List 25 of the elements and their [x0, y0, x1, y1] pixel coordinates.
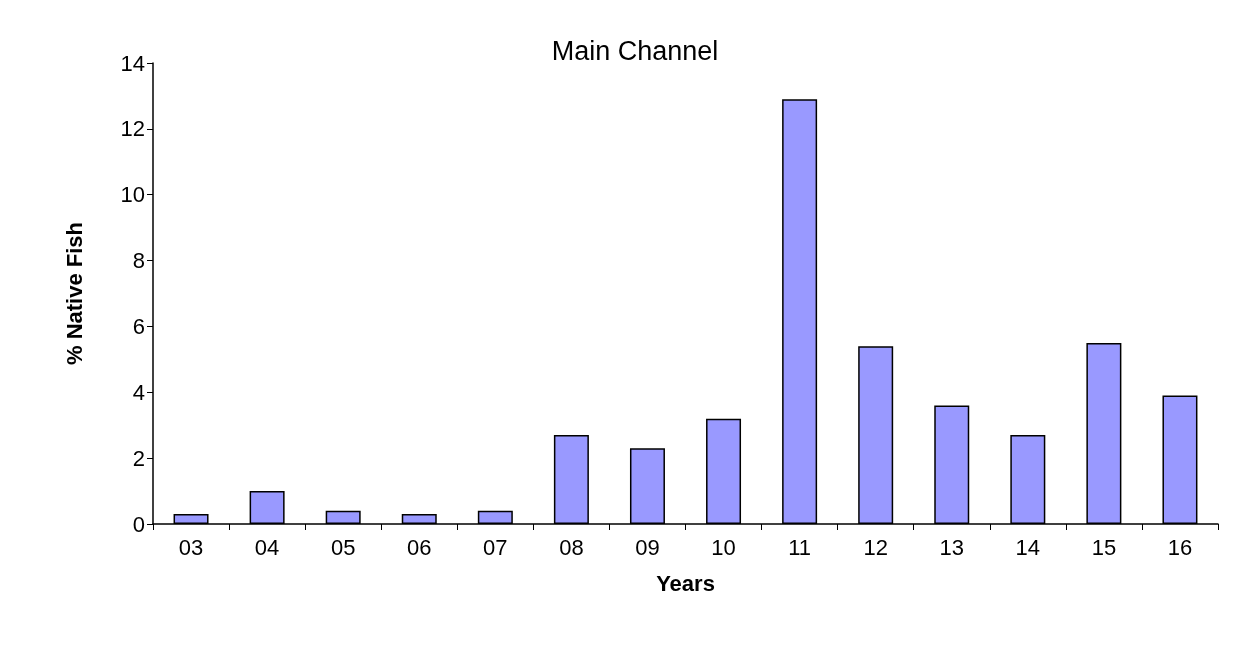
y-tick-label: 4 [132, 379, 145, 405]
x-tick-label: 08 [559, 534, 584, 560]
x-tick-label: 13 [939, 534, 964, 560]
x-tick-label: 06 [407, 534, 432, 560]
x-tick-label: 03 [178, 534, 204, 560]
y-tick-label: 8 [132, 248, 145, 274]
chart-title: Main Channel [551, 35, 719, 66]
x-tick-label: 10 [711, 534, 736, 560]
x-tick-label: 05 [330, 534, 356, 560]
y-tick-label: 12 [120, 116, 145, 142]
x-tick-label: 09 [635, 534, 660, 560]
x-tick-label: 14 [1015, 534, 1041, 560]
y-tick-label: 10 [120, 182, 145, 208]
x-tick-label: 07 [483, 534, 508, 560]
x-tick-label: 12 [863, 534, 888, 560]
x-tick-label: 15 [1091, 534, 1117, 560]
x-tick-label: 04 [254, 534, 280, 560]
x-axis-title: Years [656, 570, 715, 596]
y-tick-label: 6 [132, 313, 145, 339]
x-tick-label: 11 [788, 534, 812, 560]
y-tick-label: 0 [132, 511, 145, 537]
y-tick-label: 14 [120, 50, 145, 76]
x-tick-label: 16 [1167, 534, 1193, 560]
y-tick-label: 2 [132, 445, 145, 471]
y-axis-title: % Native Fish [61, 221, 87, 366]
